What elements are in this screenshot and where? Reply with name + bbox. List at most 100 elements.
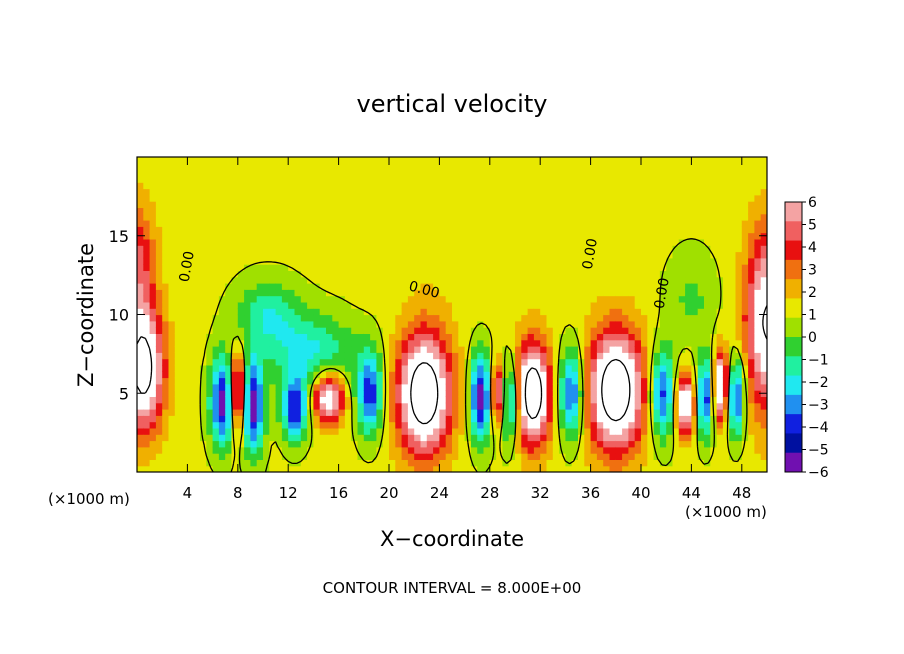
heatmap-cell [250, 175, 258, 183]
heatmap-cell [735, 226, 743, 234]
heatmap-cell [300, 207, 308, 215]
heatmap-cell [672, 396, 680, 404]
heatmap-cell [527, 188, 535, 196]
heatmap-cell [414, 314, 422, 322]
heatmap-cell [382, 295, 390, 303]
heatmap-cell [426, 264, 434, 271]
heatmap-cell [704, 289, 711, 297]
heatmap-cell [533, 320, 541, 328]
heatmap-cell [414, 459, 422, 467]
heatmap-cell [319, 377, 327, 385]
heatmap-cell [697, 314, 705, 322]
heatmap-cell [578, 383, 585, 391]
heatmap-cell [521, 409, 529, 416]
heatmap-cell [685, 358, 692, 366]
heatmap-cell [489, 396, 497, 404]
heatmap-cell [168, 320, 176, 328]
heatmap-cell [584, 396, 592, 404]
heatmap-cell [407, 213, 415, 221]
heatmap-cell [508, 333, 516, 341]
heatmap-cell [244, 440, 251, 448]
heatmap-cell [338, 383, 346, 391]
heatmap-cell [244, 358, 251, 366]
heatmap-cell [685, 339, 692, 347]
heatmap-cell [294, 257, 302, 265]
heatmap-cell [281, 245, 289, 253]
heatmap-cell [370, 415, 377, 423]
heatmap-cell [559, 465, 566, 472]
heatmap-cell [596, 358, 604, 366]
heatmap-cell [389, 352, 396, 360]
heatmap-cell [704, 358, 711, 366]
heatmap-cell [256, 352, 264, 360]
heatmap-cell [445, 377, 453, 385]
heatmap-cell [615, 364, 623, 372]
heatmap-cell [212, 371, 220, 379]
heatmap-cell [546, 251, 554, 259]
heatmap-cell [143, 264, 151, 271]
heatmap-cell [382, 390, 390, 397]
heatmap-cell [187, 213, 195, 221]
heatmap-cell [659, 270, 667, 278]
heatmap-cell [332, 283, 340, 290]
heatmap-cell [445, 421, 453, 429]
heatmap-cell [691, 396, 699, 404]
heatmap-cell [615, 226, 623, 234]
heatmap-cell [168, 402, 176, 410]
heatmap-cell [496, 169, 503, 177]
heatmap-cell [300, 320, 308, 328]
heatmap-cell [508, 446, 516, 454]
heatmap-cell [300, 295, 308, 303]
heatmap-cell [237, 245, 245, 253]
heatmap-cell [609, 383, 617, 391]
heatmap-cell [754, 157, 762, 164]
heatmap-cell [212, 440, 220, 448]
heatmap-cell [174, 308, 182, 316]
heatmap-cell [395, 314, 403, 322]
heatmap-cell [332, 333, 340, 341]
heatmap-cell [250, 371, 258, 379]
heatmap-cell [439, 238, 447, 246]
heatmap-cell [256, 163, 264, 171]
heatmap-cell [603, 245, 611, 253]
heatmap-cell [181, 182, 188, 190]
heatmap-cell [685, 427, 692, 435]
heatmap-cell [748, 226, 755, 234]
heatmap-cell [137, 402, 144, 410]
heatmap-cell [149, 270, 157, 278]
heatmap-cell [193, 188, 201, 196]
heatmap-cell [137, 327, 144, 334]
heatmap-cell [275, 201, 283, 208]
heatmap-cell [168, 238, 176, 246]
heatmap-cell [615, 346, 623, 353]
heatmap-cell [319, 421, 327, 429]
heatmap-cell [628, 339, 636, 347]
heatmap-cell [697, 257, 705, 265]
heatmap-cell [269, 175, 277, 183]
heatmap-cell [502, 182, 510, 190]
heatmap-cell [533, 163, 541, 171]
heatmap-cell [445, 383, 453, 391]
heatmap-cell [389, 251, 396, 259]
heatmap-cell [376, 320, 384, 328]
heatmap-cell [464, 409, 472, 416]
heatmap-cell [307, 333, 314, 341]
heatmap-cell [426, 220, 434, 227]
heatmap-cell [729, 220, 737, 227]
heatmap-cell [200, 264, 207, 271]
heatmap-cell [370, 333, 377, 341]
heatmap-cell [603, 371, 611, 379]
heatmap-cell [691, 251, 699, 259]
heatmap-cell [678, 371, 686, 379]
heatmap-cell [754, 434, 762, 442]
heatmap-cell [477, 421, 485, 429]
heatmap-cell [533, 238, 541, 246]
heatmap-cell [596, 402, 604, 410]
heatmap-cell [187, 232, 195, 240]
heatmap-cell [521, 371, 529, 379]
heatmap-cell [200, 333, 207, 341]
heatmap-cell [218, 446, 226, 454]
heatmap-cell [143, 201, 151, 208]
heatmap-cell [395, 434, 403, 442]
heatmap-cell [578, 264, 585, 271]
